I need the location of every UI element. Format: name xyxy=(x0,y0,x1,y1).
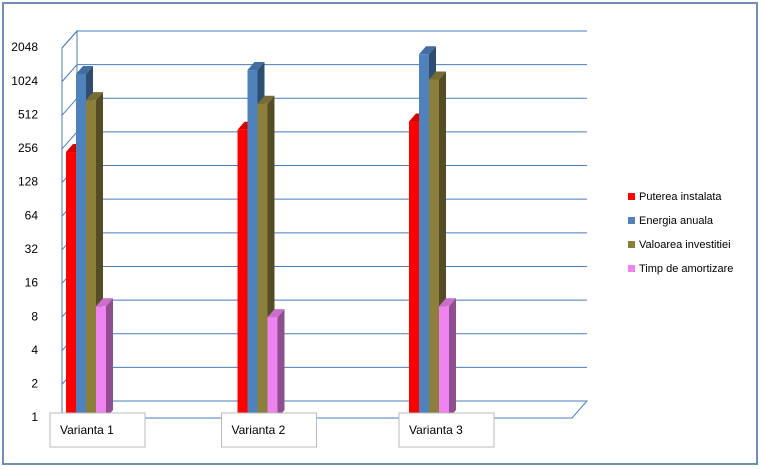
bar-front xyxy=(409,121,419,419)
bar-front xyxy=(429,79,439,419)
y-tick-label: 512 xyxy=(18,107,38,121)
y-tick-label: 2 xyxy=(31,377,38,391)
y-tick-label: 1024 xyxy=(11,74,38,88)
x-tick-label: Varianta 3 xyxy=(409,423,463,437)
y-tick-label: 256 xyxy=(18,141,38,155)
y-tick-label: 32 xyxy=(25,242,39,256)
bar-top xyxy=(419,46,436,55)
bar xyxy=(96,298,113,418)
category-box xyxy=(49,412,146,448)
y-tick-label: 8 xyxy=(31,309,38,323)
legend-label: Puterea instalata xyxy=(639,191,722,203)
bar-side xyxy=(449,298,456,418)
grid-line xyxy=(61,64,587,82)
grid-line xyxy=(61,131,587,150)
bar-front xyxy=(247,70,258,418)
chart-frame xyxy=(2,2,758,465)
legend-swatch xyxy=(628,241,635,248)
bar-front xyxy=(96,306,106,418)
bar-top xyxy=(439,298,456,307)
bar-top xyxy=(96,298,113,307)
y-tick-label: 4 xyxy=(31,343,38,357)
grid-line-segment xyxy=(61,97,78,116)
grid-line xyxy=(61,97,587,116)
legend-swatch xyxy=(628,193,635,200)
bar-side xyxy=(277,309,285,418)
y-tick-label: 2048 xyxy=(11,40,38,54)
x-tick-label: Varianta 2 xyxy=(232,423,286,437)
bar-front xyxy=(257,103,268,418)
bar-front xyxy=(267,317,278,418)
legend-label: Timp de amortizare xyxy=(639,263,733,275)
legend-label: Energia anuala xyxy=(639,215,714,227)
bar-top xyxy=(429,71,446,80)
category-box xyxy=(221,412,317,448)
y-tick-label: 1 xyxy=(31,410,38,424)
bar-front xyxy=(237,129,248,419)
bar-front xyxy=(76,73,86,419)
bar-front xyxy=(66,152,76,418)
grid-line-segment xyxy=(61,64,78,82)
bar-side xyxy=(106,298,113,418)
x-tick-label: Varianta 1 xyxy=(60,423,114,437)
bar xyxy=(439,298,456,418)
grid-line-segment xyxy=(61,131,78,150)
y-tick-label: 64 xyxy=(25,208,39,222)
y-tick-label: 128 xyxy=(18,175,38,189)
grid-line-segment xyxy=(61,30,78,49)
bar-top xyxy=(86,92,103,101)
bar-top xyxy=(76,65,93,74)
category-box xyxy=(398,412,495,448)
bar-top xyxy=(247,62,265,71)
legend-swatch xyxy=(628,217,635,224)
bar-top xyxy=(267,309,285,318)
bar-front xyxy=(439,306,449,418)
y-tick-label: 16 xyxy=(25,276,39,290)
bar-front xyxy=(86,100,96,418)
bar-top xyxy=(257,95,275,104)
bar xyxy=(267,309,285,418)
legend-label: Valoarea investitiei xyxy=(639,239,731,251)
legend-swatch xyxy=(628,265,635,272)
grid-line xyxy=(61,30,587,49)
bar-front xyxy=(419,54,429,418)
